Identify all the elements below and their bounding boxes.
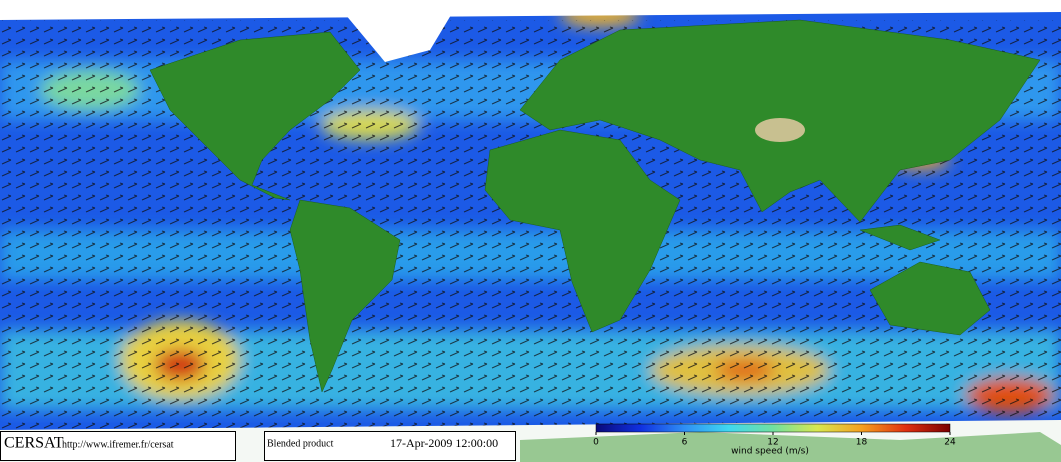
colorbar-tick-label: 6 <box>682 438 688 448</box>
antarctica-relief <box>520 432 1061 462</box>
colorbar: 0 6 12 18 24 <box>593 423 956 448</box>
info-box <box>0 431 236 461</box>
product: Blended product <box>267 438 334 449</box>
date: 17-Apr-2009 12:00:00 <box>390 436 498 450</box>
colorbar-tick-label: 12 <box>767 438 778 448</box>
colorbar-scale <box>595 423 951 433</box>
colorbar-tick-label: 18 <box>856 438 868 448</box>
logo: CERSAT <box>4 435 64 452</box>
colorbar-tick-label: 24 <box>944 438 956 448</box>
url: http://www.ifremer.fr/cersat <box>62 439 174 450</box>
colorbar-tick-label: 0 <box>593 438 599 448</box>
plateau <box>755 118 805 142</box>
arctic <box>0 0 1061 20</box>
colorbar-label: wind speed (m/s) <box>731 447 809 457</box>
product-box <box>264 431 516 461</box>
